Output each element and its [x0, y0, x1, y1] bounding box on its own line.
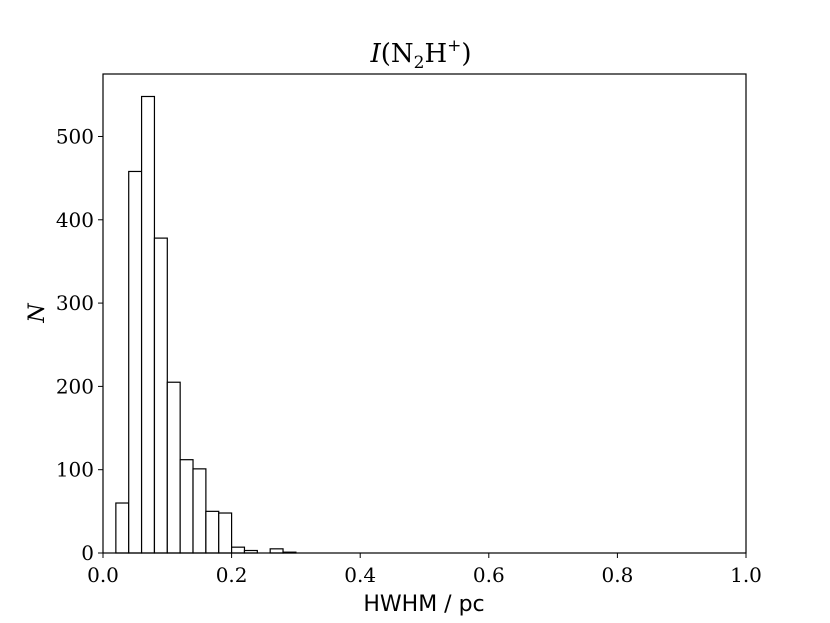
- histogram-bar: [179, 459, 194, 554]
- chart-title-subscript: 2: [414, 53, 425, 73]
- x-axis-label: HWHM / pc: [363, 592, 484, 617]
- histogram-bar: [153, 237, 168, 554]
- histogram-bar: [140, 95, 156, 554]
- y-tick-label: 400: [56, 208, 94, 232]
- x-tick-label: 0.0: [87, 563, 119, 587]
- histogram-bar: [269, 548, 284, 554]
- y-tick-label: 200: [56, 374, 94, 398]
- y-tick-label: 500: [56, 124, 94, 148]
- chart-title-italic: I: [369, 39, 381, 69]
- chart-title-superscript: +: [447, 36, 461, 56]
- x-axis-ticks: 0.0 0.2 0.4 0.6 0.8 1.0: [87, 553, 762, 587]
- x-tick-label: 0.4: [344, 563, 376, 587]
- histogram-bar: [231, 546, 246, 554]
- histogram-bar: [218, 512, 233, 554]
- chart-title-open: (N: [381, 39, 414, 69]
- x-tick-label: 0.2: [216, 563, 248, 587]
- histogram-bar: [115, 502, 130, 554]
- histogram-bar: [192, 468, 207, 554]
- y-tick-label: 0: [81, 541, 94, 565]
- y-axis-label: N: [25, 303, 50, 324]
- x-tick-label: 0.8: [601, 563, 633, 587]
- chart-title: I(N2H+): [369, 36, 471, 73]
- y-tick-label: 300: [56, 291, 94, 315]
- histogram-bars: [115, 95, 297, 554]
- histogram-bar: [205, 510, 220, 554]
- y-axis-ticks: 0 100 200 300 400 500: [56, 124, 103, 565]
- x-tick-label: 1.0: [730, 563, 762, 587]
- chart-title-close: ): [461, 39, 471, 69]
- chart-title-mid: H: [424, 39, 447, 69]
- y-tick-label: 100: [56, 458, 94, 482]
- plot-frame: [102, 73, 747, 554]
- histogram-bar: [128, 170, 143, 554]
- x-tick-label: 0.6: [473, 563, 505, 587]
- histogram-bar: [166, 381, 181, 554]
